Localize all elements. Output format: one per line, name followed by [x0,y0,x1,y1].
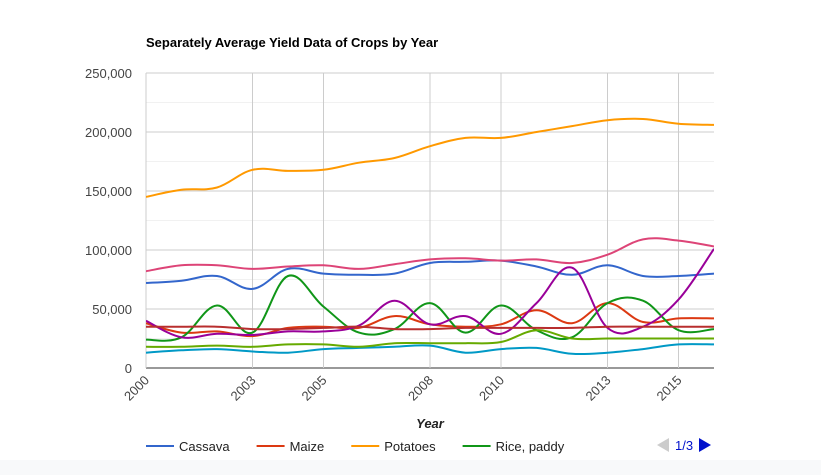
legend-label: Potatoes [384,439,436,454]
series-line-series-7[interactable] [146,343,714,356]
series-line-cassava[interactable] [146,259,714,290]
x-tick-label: 2000 [121,373,152,404]
legend-item-potatoes[interactable]: Potatoes [351,439,436,454]
x-axis-title: Year [416,416,445,431]
legend-label: Rice, paddy [496,439,565,454]
series-layer [146,117,714,356]
legend-label: Maize [290,439,325,454]
series-line-series-6[interactable] [146,237,714,273]
y-tick-label: 50,000 [92,302,132,317]
legend-item-cassava[interactable]: Cassava [146,439,230,454]
y-tick-label: 250,000 [85,66,132,81]
next-page-icon[interactable] [699,438,712,452]
series-line-rice-paddy[interactable] [146,274,714,342]
x-tick-label: 2010 [476,373,507,404]
x-tick-label: 2015 [654,373,685,404]
y-tick-label: 100,000 [85,243,132,258]
series-line-potatoes[interactable] [146,117,714,198]
y-tick-label: 150,000 [85,184,132,199]
grid-layer [145,72,714,369]
legend-item-maize[interactable]: Maize [256,439,325,454]
legend-item-rice-paddy[interactable]: Rice, paddy [462,439,565,454]
x-tick-label: 2013 [583,373,614,404]
footer-strip [0,460,821,475]
previous-page-icon[interactable] [657,438,669,452]
legend-page-indicator: 1/3 [675,437,694,453]
series-line-series-8[interactable] [146,329,714,348]
legend-pager: 1/3 [657,437,712,453]
x-tick-label: 2005 [299,373,330,404]
series-line-series-9[interactable] [146,325,714,331]
x-tick-label: 2008 [405,373,436,404]
legend: Cassava Maize Potatoes Rice, paddy [146,439,565,454]
y-tick-label: 200,000 [85,125,132,140]
series-line-series-5[interactable] [146,248,714,339]
y-tick-label: 0 [125,361,132,376]
legend-label: Cassava [179,439,230,454]
chart-title: Separately Average Yield Data of Crops b… [146,35,438,50]
x-tick-label: 2003 [228,373,259,404]
